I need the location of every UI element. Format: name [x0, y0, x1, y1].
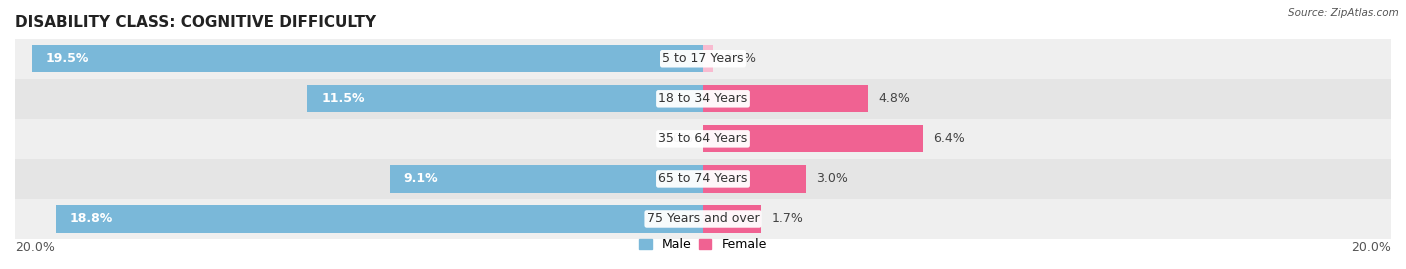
Bar	[32, 45, 703, 72]
Legend: Male, Female: Male, Female	[640, 238, 766, 251]
Text: 9.1%: 9.1%	[404, 172, 439, 185]
Bar	[56, 205, 703, 233]
Bar	[389, 165, 703, 193]
Bar	[703, 125, 924, 153]
Bar	[703, 85, 868, 112]
Text: Source: ZipAtlas.com: Source: ZipAtlas.com	[1288, 8, 1399, 18]
Bar	[15, 119, 1391, 159]
Bar	[308, 85, 703, 112]
Text: 1.7%: 1.7%	[772, 213, 804, 225]
Bar	[15, 199, 1391, 239]
Text: 0.0%: 0.0%	[724, 52, 755, 65]
Bar	[703, 165, 806, 193]
Text: 0.0%: 0.0%	[661, 132, 693, 145]
Bar	[15, 79, 1391, 119]
Text: 20.0%: 20.0%	[15, 241, 55, 254]
Text: 6.4%: 6.4%	[934, 132, 966, 145]
Text: DISABILITY CLASS: COGNITIVE DIFFICULTY: DISABILITY CLASS: COGNITIVE DIFFICULTY	[15, 15, 377, 30]
Text: 35 to 64 Years: 35 to 64 Years	[658, 132, 748, 145]
Text: 5 to 17 Years: 5 to 17 Years	[662, 52, 744, 65]
Bar	[15, 159, 1391, 199]
Bar	[703, 45, 713, 72]
Bar	[703, 205, 762, 233]
Text: 3.0%: 3.0%	[817, 172, 848, 185]
Text: 75 Years and over: 75 Years and over	[647, 213, 759, 225]
Bar	[15, 39, 1391, 79]
Text: 65 to 74 Years: 65 to 74 Years	[658, 172, 748, 185]
Text: 19.5%: 19.5%	[46, 52, 90, 65]
Text: 20.0%: 20.0%	[1351, 241, 1391, 254]
Text: 4.8%: 4.8%	[879, 92, 910, 105]
Text: 11.5%: 11.5%	[321, 92, 364, 105]
Text: 18 to 34 Years: 18 to 34 Years	[658, 92, 748, 105]
Text: 18.8%: 18.8%	[70, 213, 114, 225]
